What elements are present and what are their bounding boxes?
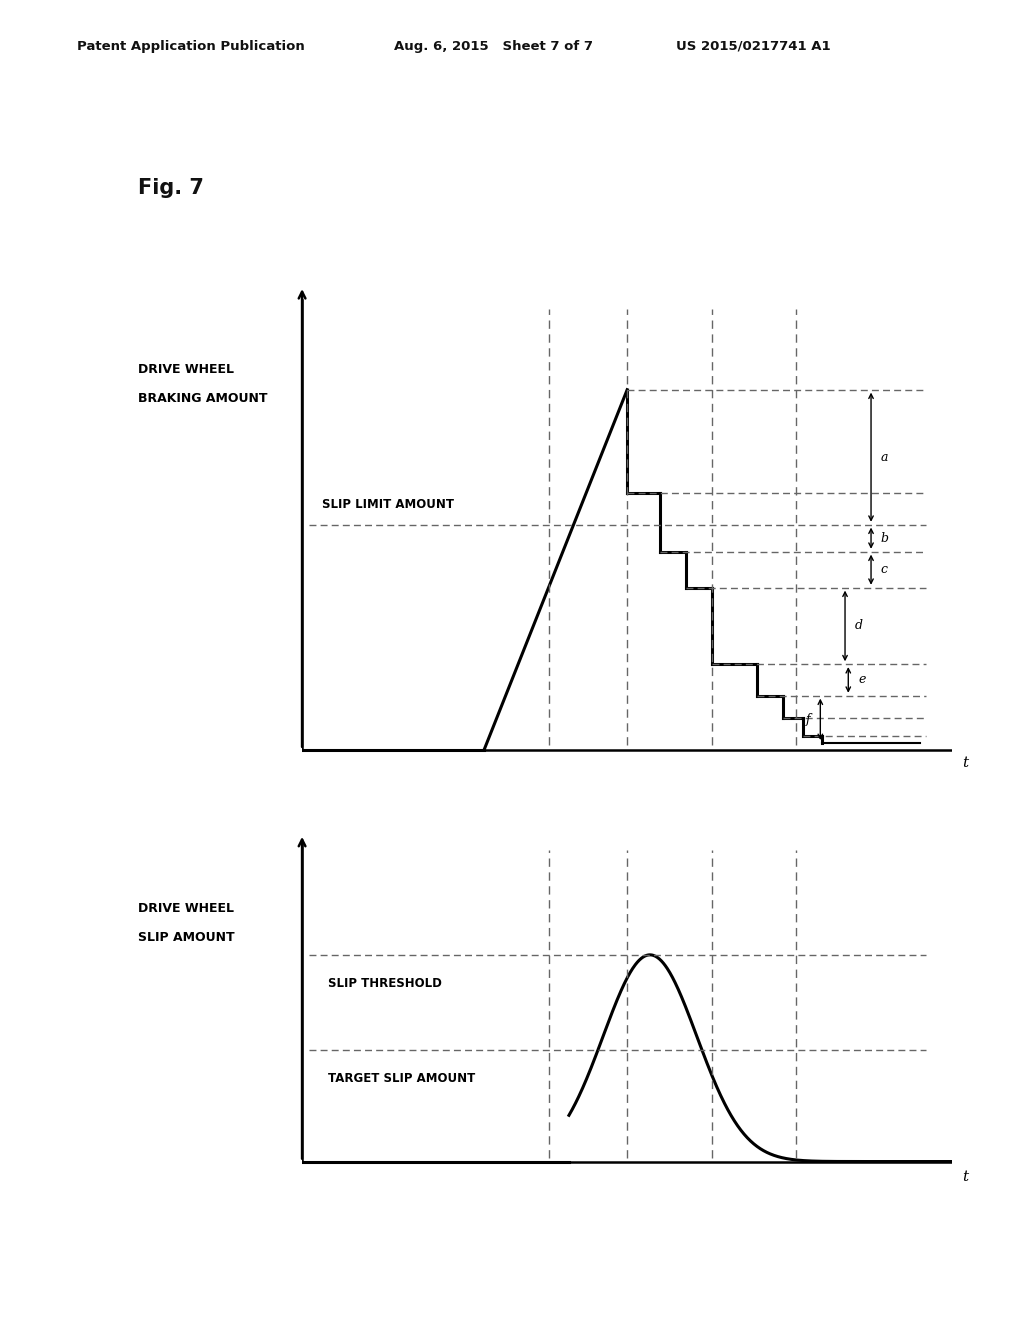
Text: Aug. 6, 2015   Sheet 7 of 7: Aug. 6, 2015 Sheet 7 of 7	[394, 40, 593, 53]
Text: b: b	[881, 532, 889, 545]
Text: SLIP LIMIT AMOUNT: SLIP LIMIT AMOUNT	[322, 498, 454, 511]
Text: a: a	[881, 450, 888, 463]
Text: US 2015/0217741 A1: US 2015/0217741 A1	[676, 40, 830, 53]
Text: BRAKING AMOUNT: BRAKING AMOUNT	[138, 392, 267, 405]
Text: c: c	[881, 564, 888, 577]
Text: SLIP THRESHOLD: SLIP THRESHOLD	[328, 977, 442, 990]
Text: Patent Application Publication: Patent Application Publication	[77, 40, 304, 53]
Text: DRIVE WHEEL: DRIVE WHEEL	[138, 902, 234, 915]
Text: TARGET SLIP AMOUNT: TARGET SLIP AMOUNT	[328, 1072, 475, 1085]
Text: e: e	[858, 673, 865, 686]
Text: DRIVE WHEEL: DRIVE WHEEL	[138, 363, 234, 376]
Text: d: d	[855, 619, 863, 632]
Text: Fig. 7: Fig. 7	[138, 178, 204, 198]
Text: SLIP AMOUNT: SLIP AMOUNT	[138, 931, 234, 944]
Text: t: t	[963, 756, 969, 770]
Text: f: f	[806, 713, 811, 726]
Text: t: t	[963, 1171, 969, 1184]
